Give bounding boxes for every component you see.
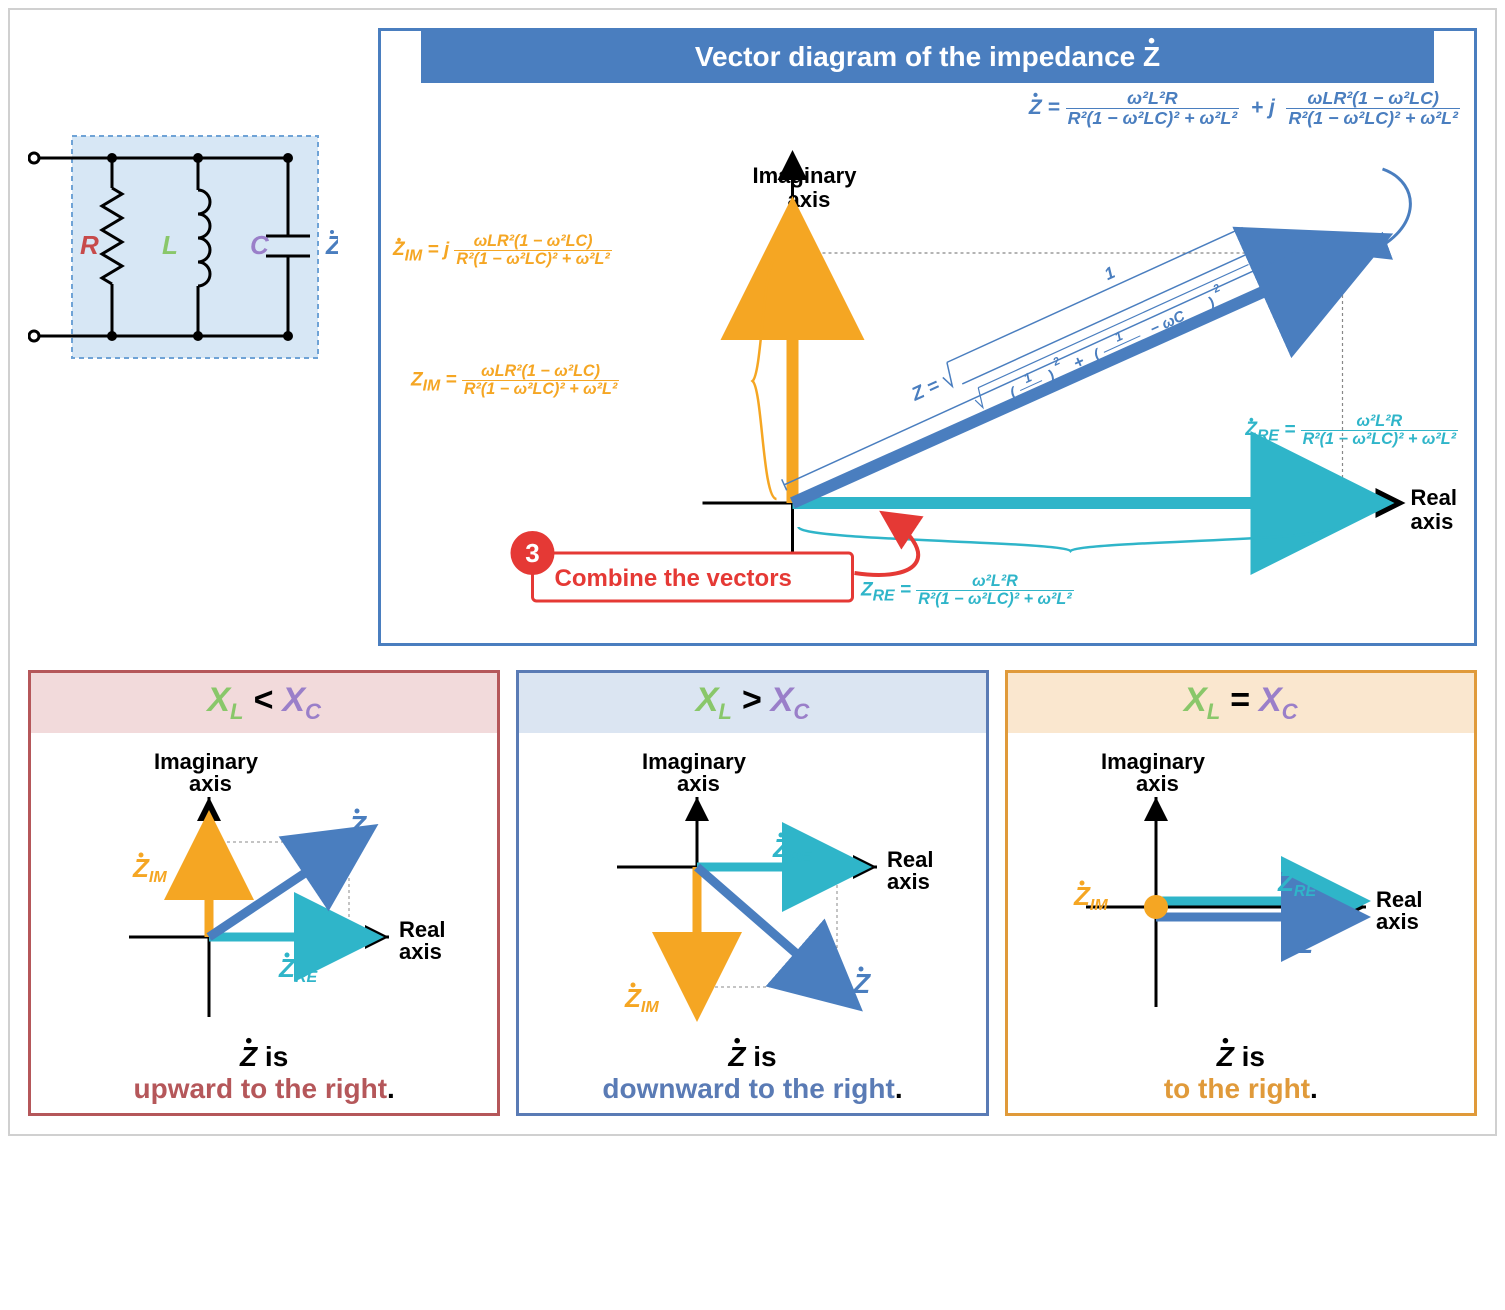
svg-text:Z: Z	[1295, 928, 1314, 959]
svg-text:1: 1	[1101, 263, 1117, 284]
svg-text:axis: axis	[1136, 771, 1179, 796]
main-vector-diagram: Vector diagram of the impedance Z Z = ω²…	[378, 28, 1477, 646]
circuit-panel: R L C Z	[28, 28, 358, 373]
svg-text:R: R	[80, 230, 99, 260]
svg-text:3: 3	[525, 538, 539, 568]
svg-text:ZIM: ZIM	[624, 983, 659, 1016]
svg-text:Z: Z	[348, 810, 367, 841]
svg-text:Z: Z	[852, 968, 871, 999]
case-xl-lt-xc: XL < XC Imaginary axis Real	[28, 670, 500, 1116]
svg-text:axis: axis	[189, 771, 232, 796]
svg-text:Real: Real	[1411, 485, 1457, 510]
svg-text:ZRE: ZRE	[278, 953, 318, 986]
svg-text:L: L	[162, 230, 178, 260]
svg-text:Imaginary: Imaginary	[753, 163, 858, 188]
top-row: R L C Z Vector diagram of the impedance …	[28, 28, 1477, 646]
svg-text:ZRE: ZRE	[772, 833, 812, 866]
svg-text:Z =: Z =	[908, 375, 943, 406]
cases-row: XL < XC Imaginary axis Real	[28, 670, 1477, 1116]
svg-text:axis: axis	[1411, 509, 1454, 534]
svg-text:C: C	[250, 230, 270, 260]
svg-text:ZIM: ZIM	[1073, 881, 1108, 914]
svg-text:axis: axis	[399, 939, 442, 964]
svg-text:axis: axis	[1376, 909, 1419, 934]
main-title: Vector diagram of the impedance Z	[421, 31, 1434, 83]
step-callout: 3 Combine the vectors	[511, 513, 919, 601]
svg-text:axis: axis	[788, 187, 831, 212]
svg-text:+: +	[1070, 351, 1087, 372]
svg-text:ZIM: ZIM	[132, 853, 167, 886]
case-xl-gt-xc: XL > XC Imaginary axis Real	[516, 670, 988, 1116]
page-frame: R L C Z Vector diagram of the impedance …	[8, 8, 1497, 1136]
svg-text:Combine the vectors: Combine the vectors	[555, 565, 792, 592]
svg-text:ZRE: ZRE	[1277, 867, 1317, 900]
svg-text:Z: Z	[325, 230, 338, 260]
case-xl-eq-xc: XL = XC Imaginary axis Real axis	[1005, 670, 1477, 1116]
svg-text:axis: axis	[887, 869, 930, 894]
svg-text:axis: axis	[677, 771, 720, 796]
